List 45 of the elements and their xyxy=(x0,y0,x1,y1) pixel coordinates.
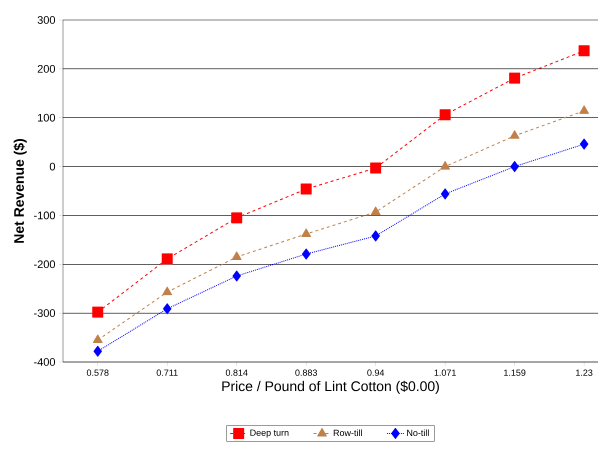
point xyxy=(162,253,173,264)
y-tick-label: -300 xyxy=(34,309,56,318)
y-tick-label: 200 xyxy=(38,64,56,73)
point xyxy=(440,109,451,120)
y-tick-label: 100 xyxy=(38,114,56,122)
point xyxy=(370,162,382,174)
point xyxy=(509,72,520,84)
y-tick-label: -400 xyxy=(34,358,56,366)
legend-label: Deep turn xyxy=(250,430,288,438)
point xyxy=(300,184,312,195)
x-tick-label: 1.071 xyxy=(434,370,456,376)
point xyxy=(371,230,380,242)
point xyxy=(580,138,588,150)
point xyxy=(510,161,519,172)
x-tick-label: 0.814 xyxy=(226,370,248,376)
point xyxy=(440,161,450,170)
y-tick-label: -100 xyxy=(34,212,56,220)
point xyxy=(231,212,242,224)
point xyxy=(370,206,380,216)
point xyxy=(162,303,172,314)
point xyxy=(232,251,242,260)
x-tick-label: 0.711 xyxy=(156,370,178,376)
y-axis-title: Net Revenue ($) xyxy=(13,139,27,243)
y-tick-label: -200 xyxy=(34,260,56,268)
point xyxy=(93,346,102,357)
x-tick-label: 0.883 xyxy=(295,370,318,376)
point xyxy=(92,306,104,318)
point xyxy=(440,188,450,200)
point xyxy=(302,248,310,260)
legend-label: No-till xyxy=(407,429,429,436)
point xyxy=(301,228,312,237)
y-tick-label: 0 xyxy=(50,162,56,170)
point xyxy=(92,334,103,344)
x-tick-label: 0.94 xyxy=(367,370,384,376)
y-tick-label: 300 xyxy=(38,16,56,24)
legend-label: Row-till xyxy=(334,429,362,436)
point xyxy=(578,45,590,56)
point xyxy=(579,105,589,114)
point xyxy=(510,130,520,139)
point xyxy=(162,286,172,296)
x-axis-title: Price / Pound of Lint Cotton ($0.00) xyxy=(222,380,439,394)
x-tick-label: 1.159 xyxy=(504,370,526,376)
x-tick-label: 0.578 xyxy=(86,370,109,376)
x-tick-label: 1.23 xyxy=(576,370,592,376)
point xyxy=(232,270,241,282)
